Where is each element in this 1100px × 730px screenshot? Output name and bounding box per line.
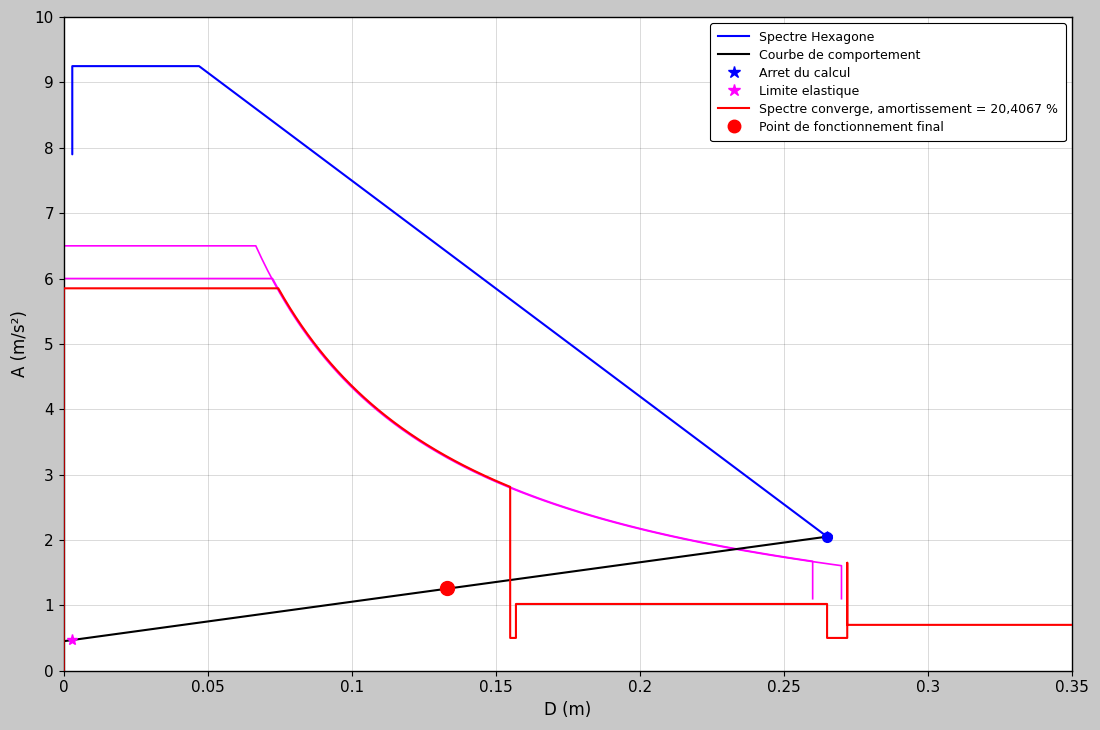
X-axis label: D (m): D (m)	[544, 701, 592, 719]
Legend: Spectre Hexagone, Courbe de comportement, Arret du calcul, Limite elastique, Spe: Spectre Hexagone, Courbe de comportement…	[711, 23, 1066, 142]
Y-axis label: A (m/s²): A (m/s²)	[11, 310, 29, 377]
